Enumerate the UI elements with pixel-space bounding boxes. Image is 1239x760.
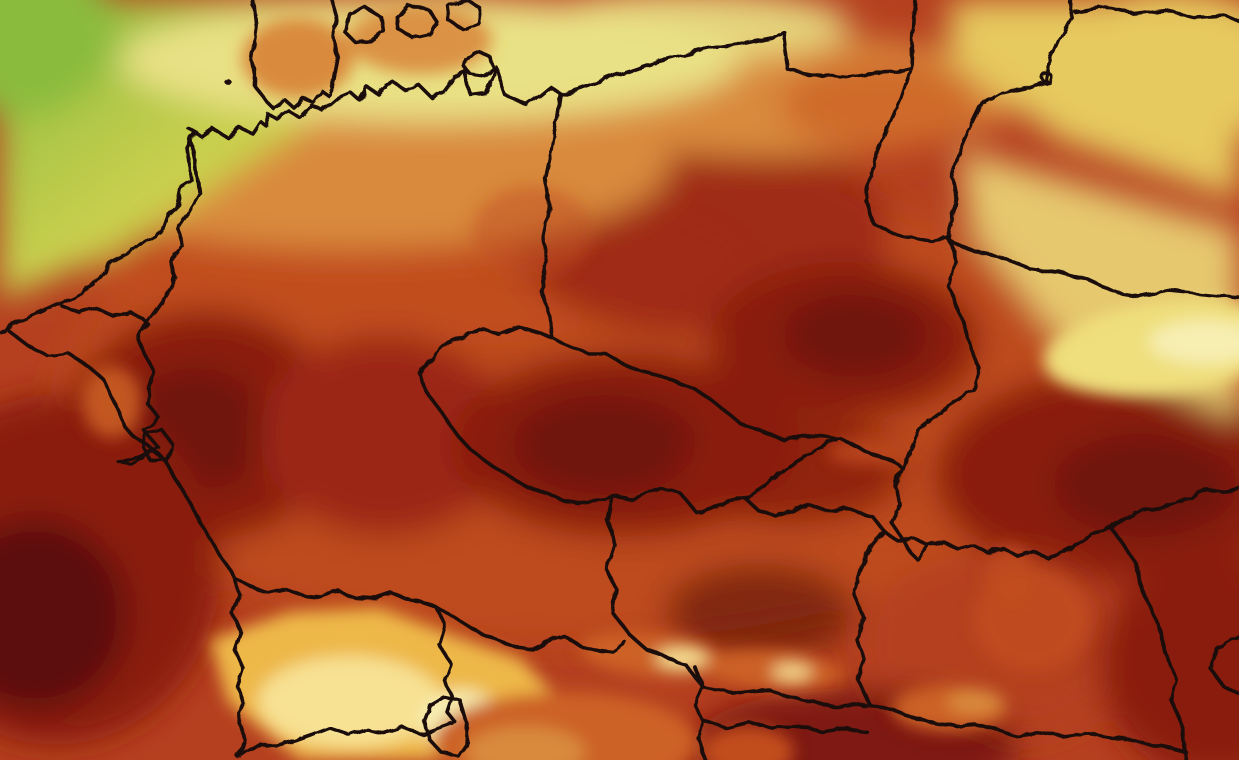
border-hungary-croatia	[868, 703, 1188, 754]
border-german-north-sea-coast	[186, 111, 269, 139]
temp-blob-sea-green-corner	[0, 0, 115, 115]
temp-blob-czechia-core	[513, 395, 697, 495]
temp-blob-jutland-orange	[242, 18, 354, 98]
border-switzerland-austria	[433, 604, 457, 724]
border-danish-island-3	[445, 0, 483, 31]
border-lake-marker	[1040, 71, 1054, 85]
border-germany-austria-north	[433, 604, 627, 653]
temp-blob-france-core	[0, 520, 127, 710]
border-latvia-lithuania	[1073, 5, 1239, 23]
border-ukraine-slovakia	[889, 466, 930, 562]
border-kaliningrad	[782, 0, 917, 79]
temp-blob-hungary-orange-2	[985, 545, 1035, 605]
temp-blob-silesia-core	[783, 293, 927, 377]
border-france-germany	[131, 434, 236, 580]
border-danish-island-1	[343, 7, 385, 44]
border-switzerland-italy	[236, 720, 457, 759]
border-ticino-loop	[422, 695, 469, 758]
border-poland-east	[863, 65, 981, 470]
border-lithuania-belarus	[947, 0, 1074, 240]
temp-blob-hungary-cream	[947, 690, 1003, 714]
border-slovakia-hungary	[742, 495, 886, 533]
temp-blob-topright-yellow	[1040, 0, 1239, 150]
border-belgium-coast	[0, 283, 95, 333]
border-romania-carpathians	[1108, 525, 1188, 760]
temp-blob-ukraine-core	[1053, 433, 1237, 537]
border-austria-italy-slovenia	[628, 633, 872, 709]
border-italy-slovenia	[692, 666, 707, 760]
temp-blob-central-germany-dark	[260, 335, 510, 535]
border-belgium-france	[6, 328, 135, 438]
border-czechia-southwest	[418, 325, 842, 516]
border-austria-hungary	[851, 529, 886, 707]
temp-blob-ukraine-cream	[1149, 320, 1239, 364]
border-slovakia-poland	[838, 436, 904, 470]
border-baltic-coast	[265, 30, 786, 121]
temp-blob-po-valley-light	[465, 726, 585, 760]
border-luxembourg	[141, 428, 174, 463]
border-slovenia-croatia	[702, 720, 870, 735]
temp-blob-romania-dark	[1100, 550, 1239, 760]
border-germany-poland	[539, 93, 562, 341]
border-ukraine-romania	[1108, 487, 1239, 529]
temp-blob-baltic-pale-yellow	[530, 0, 850, 59]
temp-blob-istria-orange	[702, 726, 794, 760]
temp-blob-brandenburg-patch	[472, 186, 592, 278]
border-switzerland-germany	[232, 576, 437, 608]
temp-blob-east-alps-streak-2	[700, 649, 844, 691]
temp-blob-kaliningrad-orange	[780, 60, 980, 150]
border-denmark-jutland	[250, 0, 340, 110]
border-moldova	[1209, 635, 1239, 695]
border-germany-austria-east	[605, 494, 632, 637]
temp-blob-east-alps-cream-1	[656, 648, 708, 668]
border-belarus-ukraine	[947, 238, 1239, 299]
temp-blob-pannonia-dark	[665, 564, 855, 660]
border-netherlands-coast	[91, 131, 199, 287]
border-hungary-ukraine	[882, 525, 1112, 560]
border-czechia-poland	[551, 337, 842, 443]
border-danish-island-2	[395, 2, 439, 40]
temperature-highlights	[82, 6, 1239, 760]
temp-blob-east-alps-cream-2	[772, 663, 812, 681]
helgoland-island-dot	[224, 78, 232, 86]
border-switzerland-france	[231, 576, 247, 758]
border-danish-island-4	[461, 50, 495, 77]
border-netherlands-belgium	[60, 304, 152, 333]
temp-blob-alps-cream	[258, 656, 442, 748]
